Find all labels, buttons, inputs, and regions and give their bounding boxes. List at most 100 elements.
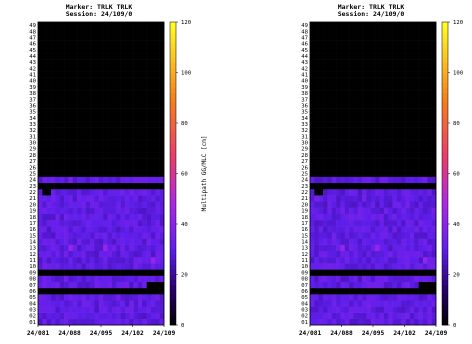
heatmap-cell-no-data	[68, 28, 74, 35]
heatmap-cell	[409, 226, 415, 233]
heatmap-cell-no-data	[85, 102, 91, 109]
heatmap-cell-no-data	[94, 77, 100, 85]
heatmap-cell-no-data	[344, 120, 350, 128]
no-data-marker: ×	[415, 289, 418, 295]
heatmap-cell-no-data	[327, 90, 333, 97]
heatmap-cell-no-data	[159, 158, 165, 165]
no-data-marker: ×	[328, 66, 331, 72]
heatmap-cell	[314, 275, 319, 283]
heatmap-cell-no-data	[38, 28, 43, 35]
no-data-marker: ×	[354, 184, 357, 190]
heatmap-cell-no-data	[427, 59, 432, 66]
no-data-marker: ×	[130, 66, 133, 72]
heatmap-cell-no-data	[59, 139, 65, 146]
no-data-marker: ×	[160, 184, 163, 190]
heatmap-cell-no-data	[103, 108, 108, 116]
no-data-marker: ×	[130, 140, 133, 146]
no-data-marker: ×	[139, 122, 142, 128]
heatmap-cell-no-data	[370, 151, 376, 159]
colorbar-band	[170, 102, 176, 109]
no-data-marker: ×	[99, 97, 102, 103]
no-data-marker: ×	[86, 23, 89, 29]
chart-subtitle: Session: 24/109/0	[338, 10, 405, 18]
heatmap-cell	[396, 238, 402, 245]
no-data-marker: ×	[130, 23, 133, 29]
y-tick-label: 30	[301, 141, 308, 147]
heatmap-cell	[55, 275, 61, 283]
heatmap-cell-no-data	[331, 170, 337, 177]
heatmap-cell	[38, 201, 43, 208]
no-data-marker: ×	[371, 165, 374, 171]
heatmap-cell	[59, 263, 65, 270]
heatmap-cell	[133, 188, 139, 196]
no-data-marker: ×	[152, 122, 155, 128]
heatmap-cell-no-data	[405, 34, 411, 41]
no-data-marker: ×	[156, 184, 159, 190]
y-tick-label: 23	[301, 184, 308, 190]
heatmap-cell-no-data	[340, 77, 346, 85]
heatmap-cell-no-data	[129, 65, 134, 72]
heatmap-cell-no-data	[431, 90, 437, 97]
no-data-marker: ×	[419, 42, 422, 48]
heatmap-cell-no-data	[362, 145, 367, 153]
no-data-marker: ×	[389, 147, 392, 153]
heatmap-cell	[94, 244, 100, 252]
heatmap-cell-no-data	[353, 120, 359, 128]
heatmap-cell	[409, 195, 415, 202]
no-data-marker: ×	[78, 110, 81, 116]
heatmap-cell	[68, 250, 74, 258]
heatmap-cell	[323, 232, 328, 239]
heatmap-cell	[318, 275, 324, 283]
heatmap-cell-no-data	[42, 46, 47, 54]
no-data-marker: ×	[99, 60, 102, 66]
heatmap-cell-no-data	[111, 114, 117, 122]
no-data-marker: ×	[143, 165, 146, 171]
heatmap-cell-no-data	[314, 22, 319, 29]
heatmap-cell-no-data	[418, 145, 424, 153]
heatmap-cell-no-data	[427, 83, 432, 91]
heatmap-cell-no-data	[375, 96, 380, 103]
heatmap-cell-no-data	[94, 108, 100, 116]
heatmap-cell	[414, 195, 419, 202]
heatmap-cell-no-data	[422, 281, 428, 289]
heatmap-cell-no-data	[85, 170, 91, 177]
heatmap-cell-no-data	[383, 145, 389, 153]
heatmap-cell-no-data	[150, 108, 156, 116]
no-data-marker: ×	[47, 91, 50, 97]
no-data-marker: ×	[424, 54, 427, 60]
no-data-marker: ×	[147, 122, 150, 128]
no-data-marker: ×	[332, 128, 335, 134]
heatmap-cell-no-data	[323, 59, 328, 66]
no-data-marker: ×	[86, 66, 89, 72]
heatmap-cell	[85, 263, 91, 270]
heatmap-cell-no-data	[357, 90, 363, 97]
heatmap-cell	[90, 195, 95, 202]
no-data-marker: ×	[117, 72, 120, 78]
heatmap-cell	[370, 281, 376, 289]
heatmap-cell-no-data	[370, 40, 376, 48]
heatmap-cell-no-data	[137, 114, 143, 122]
no-data-marker: ×	[60, 184, 63, 190]
colorbar-band	[170, 234, 176, 240]
heatmap-cell-no-data	[336, 28, 341, 35]
heatmap-cell	[388, 226, 393, 233]
heatmap-cell-no-data	[107, 108, 113, 116]
no-data-marker: ×	[384, 97, 387, 103]
heatmap-cell-no-data	[427, 164, 432, 171]
no-data-marker: ×	[376, 103, 379, 109]
heatmap-cell	[340, 250, 346, 258]
colorbar-band	[170, 309, 176, 316]
heatmap-cell-no-data	[379, 65, 385, 72]
no-data-marker: ×	[121, 54, 124, 60]
heatmap-cell	[107, 256, 113, 264]
no-data-marker: ×	[130, 97, 133, 103]
heatmap-cell-no-data	[159, 170, 165, 177]
heatmap-cell	[68, 294, 74, 301]
heatmap-cell-no-data	[38, 164, 43, 171]
no-data-marker: ×	[315, 29, 318, 35]
heatmap-cell	[379, 188, 385, 196]
heatmap-cell-no-data	[85, 145, 91, 153]
heatmap-cell-no-data	[357, 120, 363, 128]
no-data-marker: ×	[419, 54, 422, 60]
no-data-marker: ×	[415, 171, 418, 177]
